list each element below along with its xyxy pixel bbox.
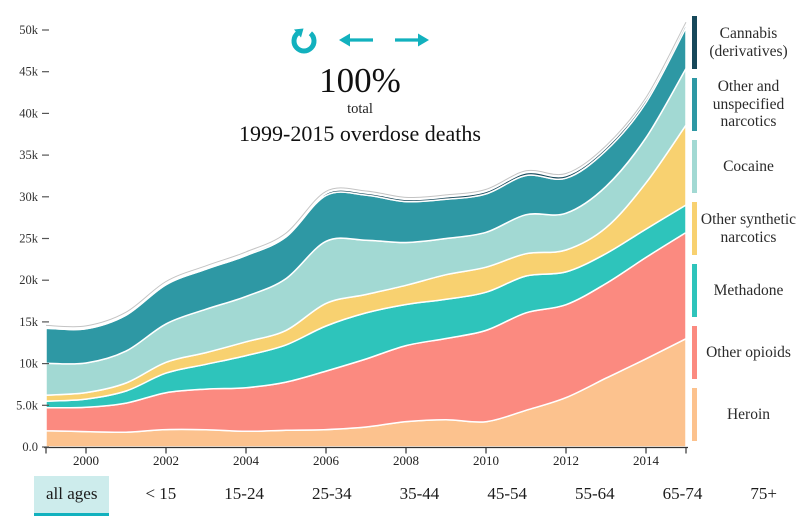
legend-swatch-other-unspecified (692, 78, 697, 131)
age-filter-55-64[interactable]: 55-64 (563, 476, 627, 516)
legend-item-cannabis[interactable]: Cannabis (derivatives) (692, 16, 800, 69)
left-arrow-icon[interactable] (337, 32, 375, 48)
y-tick-label: 25k (19, 232, 39, 246)
y-tick-label: 15k (19, 315, 39, 329)
area-cannabis[interactable] (45, 23, 687, 331)
page-title: 1999-2015 overdose deaths (239, 120, 481, 146)
total-outline (45, 21, 687, 328)
y-tick-label: 35k (19, 148, 39, 162)
legend-swatch-other-opioids (692, 326, 697, 379)
chart-header: 100% total 1999-2015 overdose deaths (224, 22, 496, 147)
legend-label: Heroin (726, 405, 771, 423)
legend-label: Cannabis (derivatives) (709, 25, 788, 60)
x-tick-label: 2012 (553, 453, 579, 468)
legend-swatch-cannabis (692, 16, 697, 69)
age-filter-allages[interactable]: all ages (34, 476, 110, 516)
legend-item-methadone[interactable]: Methadone (692, 264, 800, 317)
legend-label: Other opioids (706, 343, 791, 361)
y-tick-label: 30k (19, 190, 39, 204)
right-arrow-icon[interactable] (393, 32, 431, 48)
x-tick-label: 2006 (313, 453, 340, 468)
x-tick-label: 2000 (73, 453, 99, 468)
age-filter-65-74[interactable]: 65-74 (651, 476, 715, 516)
age-filter-15[interactable]: < 15 (133, 476, 188, 516)
age-filter-75[interactable]: 75+ (738, 476, 789, 516)
legend-item-cocaine[interactable]: Cocaine (692, 140, 800, 193)
age-filter-bar: all ages < 15 15-24 25-34 35-44 45-54 55-64 65-… (34, 476, 789, 516)
total-sublabel: total (347, 100, 373, 117)
stacked-area-chart: 2000 2002 2004 2006 2008 2010 2012 2014 0.0 5.0k 1… (16, 21, 688, 468)
y-tick-label: 10k (19, 357, 39, 371)
y-tick-label: 0.0 (22, 440, 38, 454)
y-tick-label: 40k (19, 106, 39, 120)
legend-item-other-synthetic[interactable]: Other synthetic narcotics (692, 202, 800, 255)
percent-label: 100% (319, 61, 401, 100)
legend-swatch-heroin (692, 388, 697, 441)
legend-item-heroin[interactable]: Heroin (692, 388, 800, 441)
legend-label: Methadone (713, 281, 784, 299)
legend-swatch-methadone (692, 264, 697, 317)
legend-label: Other synthetic narcotics (700, 211, 797, 246)
legend-item-other-opioids[interactable]: Other opioids (692, 326, 800, 379)
y-tick-label: 45k (19, 65, 39, 79)
legend-label: Cocaine (723, 157, 774, 175)
chart-controls (224, 22, 496, 58)
legend-item-other-unspecified[interactable]: Other and unspecified narcotics (692, 78, 800, 131)
refresh-icon[interactable] (289, 24, 319, 56)
y-tick-label: 5.0k (16, 398, 39, 412)
x-tick-label: 2004 (233, 453, 260, 468)
age-filter-35-44[interactable]: 35-44 (388, 476, 452, 516)
legend-swatch-other-synthetic (692, 202, 697, 255)
x-tick-label: 2010 (473, 453, 499, 468)
legend-swatch-cocaine (692, 140, 697, 193)
y-tick-label: 20k (19, 273, 39, 287)
y-tick-label: 50k (19, 23, 39, 37)
x-tick-label: 2014 (633, 453, 660, 468)
chart-legend: Cannabis (derivatives) Other and unspecif… (692, 16, 800, 441)
legend-label: Other and unspecified narcotics (712, 78, 785, 131)
age-filter-15-24[interactable]: 15-24 (212, 476, 276, 516)
age-filter-25-34[interactable]: 25-34 (300, 476, 364, 516)
x-tick-label: 2002 (153, 453, 179, 468)
age-filter-45-54[interactable]: 45-54 (475, 476, 539, 516)
x-tick-label: 2008 (393, 453, 419, 468)
